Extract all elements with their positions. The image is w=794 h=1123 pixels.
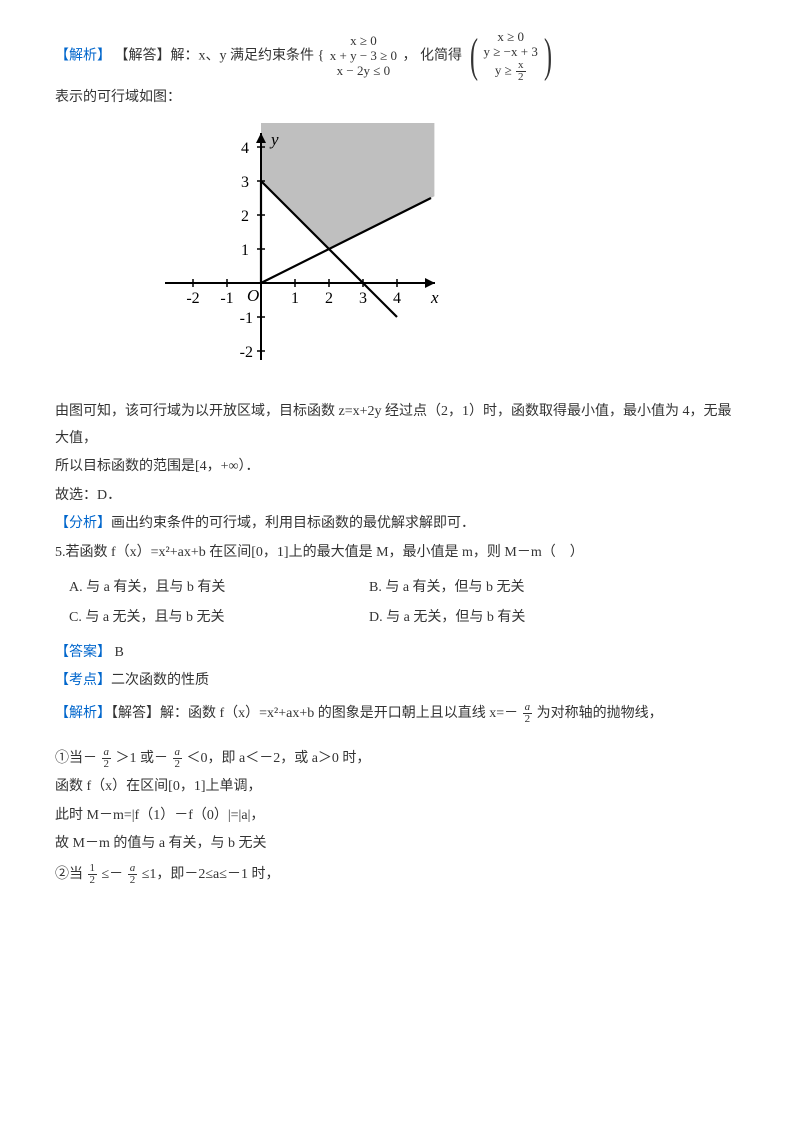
case1-line4: 故 M－m 的值与 a 有关，与 b 无关	[55, 831, 739, 858]
svg-text:-1: -1	[220, 290, 233, 307]
para-conclusion-1: 由图可知，该可行域为以开放区域，目标函数 z=x+2y 经过点（2，1）时，函数…	[55, 399, 739, 452]
kaodian-value: 二次函数的性质	[111, 673, 209, 688]
option-d: D. 与 a 无关，但与 b 有关	[369, 605, 669, 632]
case1-line2: 函数 f（x）在区间[0，1]上单调，	[55, 774, 739, 801]
frac-a-2-c1b: a2	[173, 747, 183, 770]
analysis-text: 画出约束条件的可行域，利用目标函数的最优解求解即可．	[111, 516, 475, 531]
svg-text:-2: -2	[240, 344, 253, 361]
solution-intro: 【解析】 【解答】解：x、y 满足约束条件 { x ≥ 0 x + y − 3 …	[55, 30, 739, 83]
intro-pre: 【解答】解：x、y 满足约束条件 {	[115, 49, 325, 64]
case1-line3: 此时 M－m=|f（1）－f（0）|=|a|，	[55, 803, 739, 830]
para-choice: 故选：D．	[55, 483, 739, 510]
svg-text:-1: -1	[240, 310, 253, 327]
frac-a-2-c1a: a2	[102, 747, 112, 770]
left-paren: (	[470, 32, 478, 80]
analysis-line: 【分析】画出约束条件的可行域，利用目标函数的最优解求解即可．	[55, 511, 739, 538]
feasible-region-graph: -2 -1 1 2 3 4 1 2 3 4 -1 -2 Ox y	[155, 123, 445, 368]
intro-mid: ， 化简得	[403, 49, 463, 64]
feasible-region-caption: 表示的可行域如图：	[55, 85, 739, 112]
svg-text:O: O	[247, 286, 259, 305]
kaodian-line: 【考点】二次函数的性质	[55, 668, 739, 695]
solution2-line: 【解析】【解答】解：函数 f（x）=x²+ax+b 的图象是开口朝上且以直线 x…	[55, 701, 739, 728]
frac-1-2: 12	[88, 863, 98, 886]
options-block: A. 与 a 有关，且与 b 有关 B. 与 a 有关，但与 b 无关 C. 与…	[69, 575, 739, 636]
answer-line: 【答案】 B	[55, 640, 739, 667]
svg-text:2: 2	[241, 208, 249, 225]
svg-text:y: y	[269, 130, 279, 149]
svg-text:2: 2	[325, 290, 333, 307]
svg-text:x: x	[430, 288, 439, 307]
svg-text:1: 1	[291, 290, 299, 307]
right-paren: )	[544, 32, 552, 80]
svg-text:4: 4	[241, 140, 249, 157]
system-2: x ≥ 0 y ≥ −x + 3 y ≥ x2	[482, 30, 540, 83]
option-a: A. 与 a 有关，且与 b 有关	[69, 575, 369, 602]
svg-text:3: 3	[241, 174, 249, 191]
frac-a-2-axis: a2	[523, 702, 533, 725]
tag-kaodian: 【考点】	[55, 673, 111, 688]
tag-answer: 【答案】	[55, 645, 111, 660]
tag-analysis: 【解析】	[55, 49, 111, 64]
system-1: x ≥ 0 x + y − 3 ≥ 0 x − 2y ≤ 0	[328, 34, 399, 79]
svg-text:1: 1	[241, 242, 249, 259]
tag-analysis2: 【解析】	[55, 706, 111, 721]
sol2-pre: 【解答】解：函数 f（x）=x²+ax+b 的图象是开口朝上且以直线 x=－	[111, 706, 522, 721]
frac-a-2-c2: a2	[128, 863, 138, 886]
sol2-post: 为对称轴的抛物线，	[533, 706, 663, 721]
option-b: B. 与 a 有关，但与 b 无关	[369, 575, 669, 602]
case1-line1: ①当－ a2 ＞1 或－ a2 ＜0，即 a＜－2，或 a＞0 时，	[55, 746, 739, 773]
svg-text:-2: -2	[186, 290, 199, 307]
para-conclusion-2: 所以目标函数的范围是[4，+∞）．	[55, 454, 739, 481]
answer-value: B	[111, 645, 124, 660]
tag-fenxi: 【分析】	[55, 516, 111, 531]
svg-text:4: 4	[393, 290, 401, 307]
question-5: 5.若函数 f（x）=x²+ax+b 在区间[0，1]上的最大值是 M，最小值是…	[55, 540, 739, 567]
system-2-wrap: ( x ≥ 0 y ≥ −x + 3 y ≥ x2 )	[466, 30, 556, 83]
option-c: C. 与 a 无关，且与 b 无关	[69, 605, 369, 632]
graph-container: -2 -1 1 2 3 4 1 2 3 4 -1 -2 Ox y	[155, 123, 739, 379]
svg-text:3: 3	[359, 290, 367, 307]
case2-line1: ②当 12 ≤－ a2 ≤1，即－2≤a≤－1 时，	[55, 862, 739, 889]
